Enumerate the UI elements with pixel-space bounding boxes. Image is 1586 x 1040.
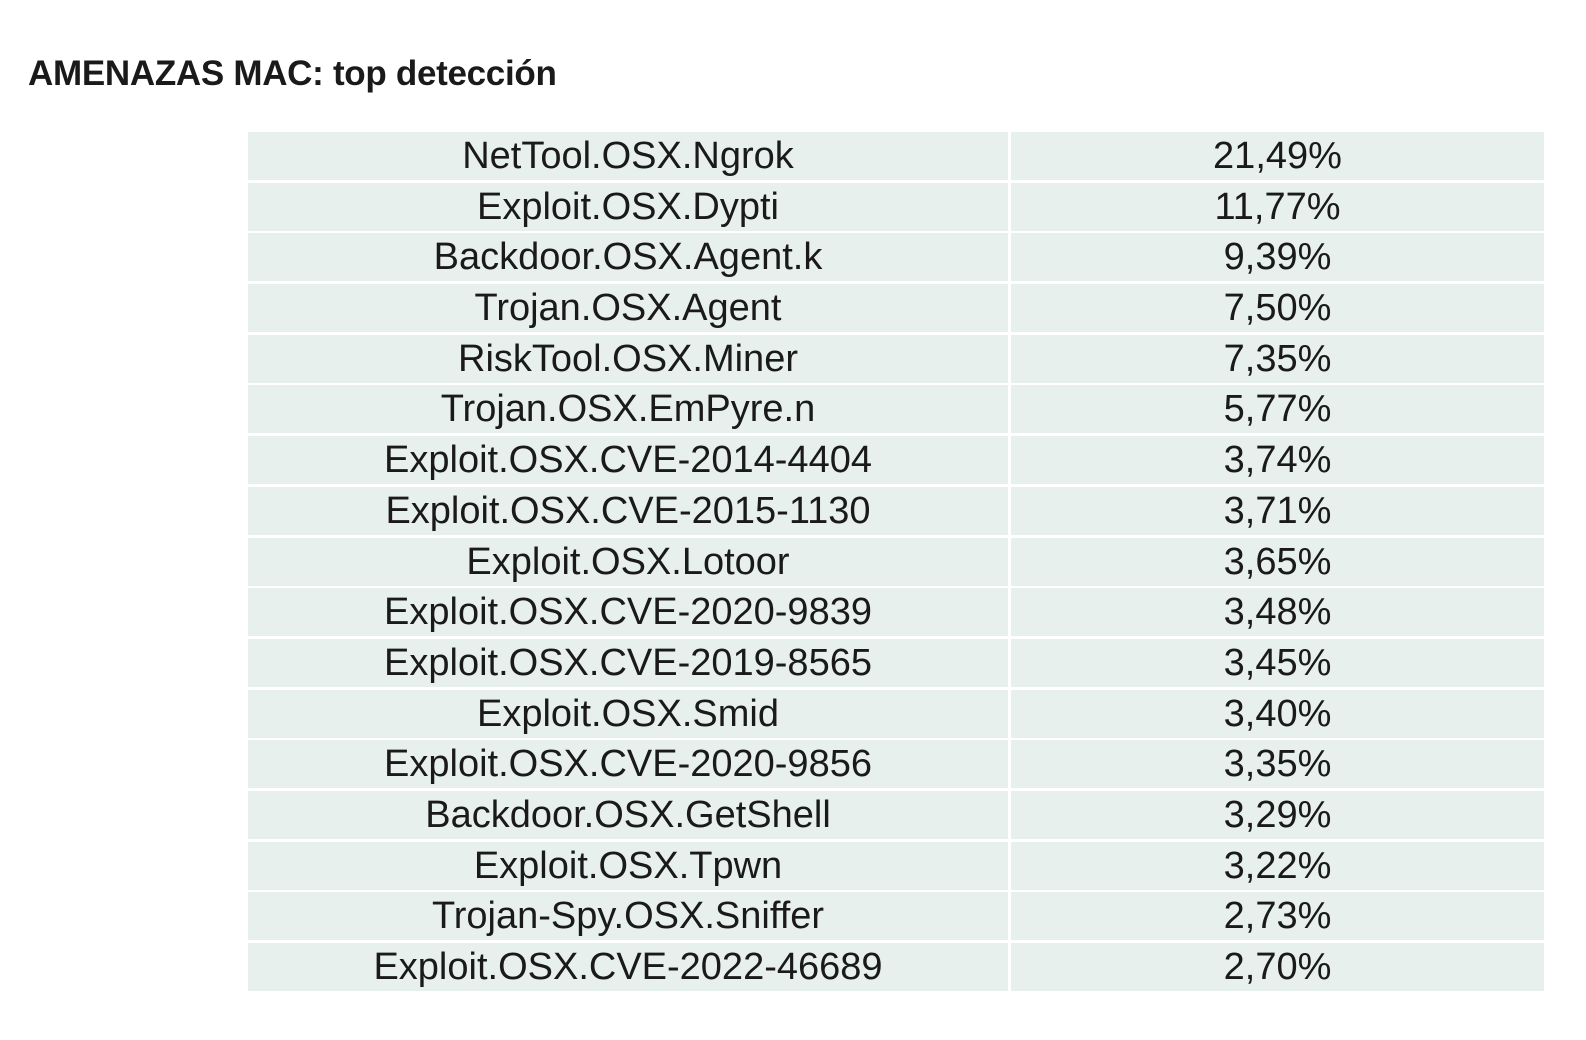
threat-table: NetTool.OSX.Ngrok 21,49% Exploit.OSX.Dypti… xyxy=(248,132,1544,994)
threat-percentage-cell: 7,35% xyxy=(1011,334,1544,383)
threat-name-cell: Trojan.OSX.EmPyre.n xyxy=(248,385,1008,434)
threat-percentage-cell: 2,70% xyxy=(1011,943,1544,991)
threat-percentage-cell: 21,49% xyxy=(1011,132,1544,180)
table-row: Exploit.OSX.CVE-2015-1130 3,71% xyxy=(248,486,1544,535)
table-row: Trojan.OSX.Agent 7,50% xyxy=(248,284,1544,333)
table-row: Exploit.OSX.Dypti 11,77% xyxy=(248,182,1544,231)
threat-name-cell: Exploit.OSX.Smid xyxy=(248,689,1008,738)
threat-name-cell: Trojan-Spy.OSX.Sniffer xyxy=(248,892,1008,941)
table-row: Backdoor.OSX.Agent.k 9,39% xyxy=(248,233,1544,282)
threat-name-cell: RiskTool.OSX.Miner xyxy=(248,334,1008,383)
threat-percentage-cell: 3,35% xyxy=(1011,740,1544,789)
table-row: Exploit.OSX.CVE-2020-9839 3,48% xyxy=(248,588,1544,637)
threat-name-cell: Exploit.OSX.CVE-2022-46689 xyxy=(248,943,1008,991)
threat-percentage-cell: 9,39% xyxy=(1011,233,1544,282)
threat-name-cell: Trojan.OSX.Agent xyxy=(248,284,1008,333)
threat-name-cell: Exploit.OSX.CVE-2020-9856 xyxy=(248,740,1008,789)
threat-percentage-cell: 3,71% xyxy=(1011,486,1544,535)
table-row: Trojan-Spy.OSX.Sniffer 2,73% xyxy=(248,892,1544,941)
threat-name-cell: Backdoor.OSX.Agent.k xyxy=(248,233,1008,282)
threat-percentage-cell: 3,65% xyxy=(1011,537,1544,586)
threat-percentage-cell: 5,77% xyxy=(1011,385,1544,434)
threat-name-cell: Exploit.OSX.CVE-2014-4404 xyxy=(248,436,1008,485)
threat-percentage-cell: 3,74% xyxy=(1011,436,1544,485)
table-row: Exploit.OSX.Tpwn 3,22% xyxy=(248,841,1544,890)
threat-name-cell: Exploit.OSX.CVE-2015-1130 xyxy=(248,486,1008,535)
table-row: Exploit.OSX.CVE-2022-46689 2,70% xyxy=(248,943,1544,991)
page-title: AMENAZAS MAC: top detección xyxy=(28,54,557,93)
table-row: Exploit.OSX.CVE-2019-8565 3,45% xyxy=(248,638,1544,687)
table-row: Exploit.OSX.Smid 3,40% xyxy=(248,689,1544,738)
threat-name-cell: Exploit.OSX.CVE-2020-9839 xyxy=(248,588,1008,637)
table-row: Exploit.OSX.Lotoor 3,65% xyxy=(248,537,1544,586)
table-row: Trojan.OSX.EmPyre.n 5,77% xyxy=(248,385,1544,434)
threat-percentage-cell: 11,77% xyxy=(1011,182,1544,231)
threat-percentage-cell: 3,45% xyxy=(1011,638,1544,687)
table-row: Backdoor.OSX.GetShell 3,29% xyxy=(248,790,1544,839)
table-row: NetTool.OSX.Ngrok 21,49% xyxy=(248,132,1544,180)
threat-name-cell: Exploit.OSX.Tpwn xyxy=(248,841,1008,890)
threat-name-cell: NetTool.OSX.Ngrok xyxy=(248,132,1008,180)
threat-percentage-cell: 3,29% xyxy=(1011,790,1544,839)
threat-percentage-cell: 3,22% xyxy=(1011,841,1544,890)
threat-name-cell: Exploit.OSX.Dypti xyxy=(248,182,1008,231)
table-row: Exploit.OSX.CVE-2014-4404 3,74% xyxy=(248,436,1544,485)
threat-name-cell: Backdoor.OSX.GetShell xyxy=(248,790,1008,839)
threat-name-cell: Exploit.OSX.Lotoor xyxy=(248,537,1008,586)
threat-percentage-cell: 7,50% xyxy=(1011,284,1544,333)
threat-percentage-cell: 3,40% xyxy=(1011,689,1544,738)
threat-percentage-cell: 3,48% xyxy=(1011,588,1544,637)
threat-percentage-cell: 2,73% xyxy=(1011,892,1544,941)
table-row: Exploit.OSX.CVE-2020-9856 3,35% xyxy=(248,740,1544,789)
table-row: RiskTool.OSX.Miner 7,35% xyxy=(248,334,1544,383)
threat-name-cell: Exploit.OSX.CVE-2019-8565 xyxy=(248,638,1008,687)
